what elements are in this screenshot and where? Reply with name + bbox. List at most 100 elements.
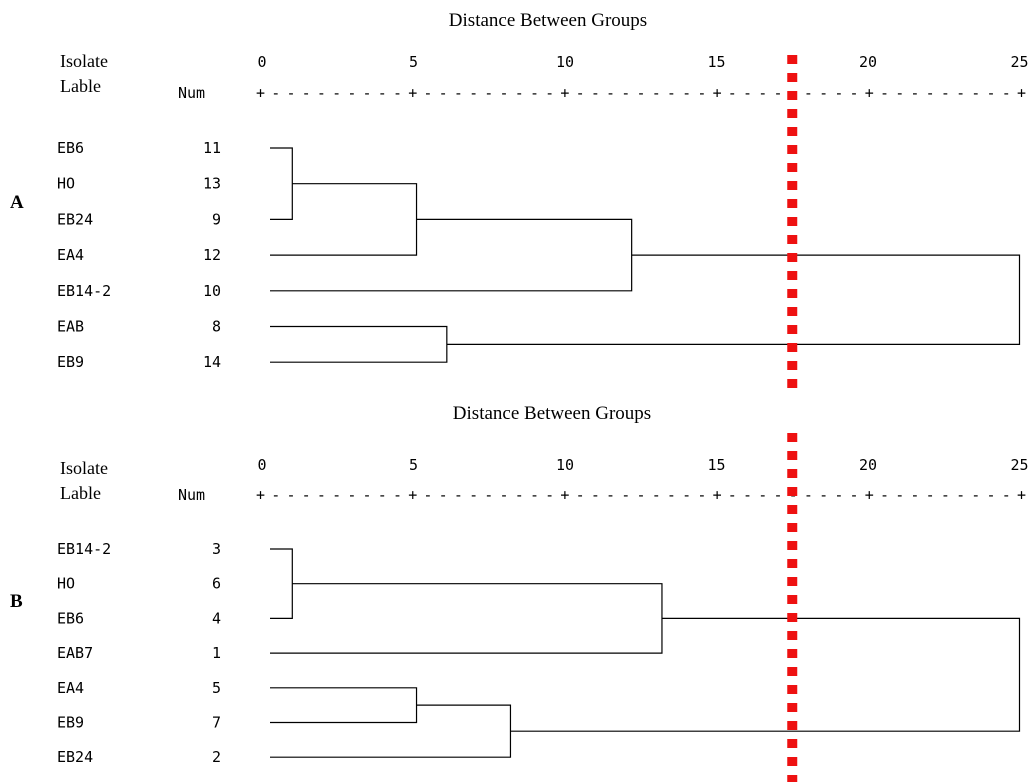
cutoff-dash — [787, 55, 798, 64]
cutoff-dash — [787, 757, 798, 766]
cutoff-dash — [787, 559, 798, 568]
leaf-label: EB14-2 — [57, 540, 111, 558]
cutoff-dash — [787, 649, 798, 658]
leaf-label: EB9 — [57, 714, 84, 732]
leaf-number: 13 — [203, 175, 221, 193]
cutoff-dash — [787, 343, 798, 352]
panel-b-scale-tick: 15 — [707, 456, 725, 474]
leaf-label: EAB7 — [57, 644, 93, 662]
cutoff-dash — [787, 703, 798, 712]
panel-a-tree — [270, 147, 1021, 363]
cutoff-dash — [787, 163, 798, 172]
leaf-label: EA4 — [57, 246, 84, 264]
panel-b-scale-tick: 5 — [409, 456, 418, 474]
panel-a-lable-header: Lable — [60, 76, 101, 96]
cutoff-dashed-line — [787, 55, 798, 782]
cutoff-dash — [787, 541, 798, 550]
cutoff-dash — [787, 235, 798, 244]
leaf-number: 8 — [212, 318, 221, 336]
cutoff-dash — [787, 613, 798, 622]
dendrogram-branch — [270, 325, 448, 363]
panel-b-scale-tick: 10 — [556, 456, 574, 474]
panel-a-scale-tick: 20 — [859, 53, 877, 71]
leaf-number: 12 — [203, 246, 221, 264]
dendrogram-branch — [270, 583, 663, 654]
cutoff-dash — [787, 361, 798, 370]
leaf-number: 2 — [212, 748, 221, 766]
cutoff-dash — [787, 199, 798, 208]
dendrogram-branch — [270, 147, 293, 220]
cutoff-dash — [787, 253, 798, 262]
leaf-number: 1 — [212, 644, 221, 662]
leaf-number: 10 — [203, 282, 221, 300]
panel-b-scale-tick: 20 — [859, 456, 877, 474]
panel-a-scale-tick: 5 — [409, 53, 418, 71]
leaf-label: EB9 — [57, 353, 84, 371]
cutoff-dash — [787, 685, 798, 694]
dendrogram-panel-a: Distance Between Groups Isolate Lable Nu… — [10, 10, 1029, 371]
cutoff-dash — [787, 451, 798, 460]
cutoff-dash — [787, 739, 798, 748]
panel-a-scale-tick: 10 — [556, 53, 574, 71]
panel-a-scale-tick: 25 — [1010, 53, 1028, 71]
cutoff-dash — [787, 289, 798, 298]
panel-b-title: Distance Between Groups — [453, 403, 651, 424]
leaf-label: EB24 — [57, 210, 93, 228]
panel-b-isolate-header: Isolate — [60, 458, 108, 478]
panel-b-scale-ticks: 0 5 10 15 20 25 — [257, 456, 1028, 474]
cutoff-dash — [787, 721, 798, 730]
cutoff-dash — [787, 667, 798, 676]
cutoff-dash — [787, 91, 798, 100]
cutoff-dash — [787, 433, 798, 442]
cutoff-dash — [787, 379, 798, 388]
cutoff-dash — [787, 577, 798, 586]
leaf-number: 7 — [212, 714, 221, 732]
dendrogram-panel-b: Distance Between Groups Isolate Lable Nu… — [10, 403, 1029, 766]
leaf-number: 3 — [212, 540, 221, 558]
panel-a-num-header: Num — [178, 84, 205, 102]
cutoff-dash — [787, 181, 798, 190]
dendrogram-branch — [510, 617, 1021, 732]
dendrogram-branch — [270, 687, 418, 724]
panel-b-scale-tick: 25 — [1010, 456, 1028, 474]
panel-a-scale-line: +---------+---------+---------+---------… — [256, 84, 1026, 102]
cutoff-dash — [787, 523, 798, 532]
dendrogram-branch — [270, 704, 512, 758]
cutoff-dash — [787, 487, 798, 496]
cutoff-dash — [787, 505, 798, 514]
leaf-label: EA4 — [57, 679, 84, 697]
leaf-label: EB24 — [57, 748, 93, 766]
panel-b-scale-tick: 0 — [257, 456, 266, 474]
cutoff-dash — [787, 307, 798, 316]
cutoff-dash — [787, 271, 798, 280]
panel-b-scale-line: +---------+---------+---------+---------… — [256, 486, 1026, 504]
cutoff-dash — [787, 469, 798, 478]
dendrogram-branch — [270, 548, 293, 619]
leaf-number: 14 — [203, 353, 221, 371]
cutoff-dash — [787, 127, 798, 136]
leaf-label: EAB — [57, 318, 84, 336]
panel-a-label: A — [10, 192, 24, 213]
cutoff-dash — [787, 145, 798, 154]
panel-a-title: Distance Between Groups — [449, 10, 647, 31]
panel-b-tree — [270, 548, 1021, 758]
leaf-number: 9 — [212, 210, 221, 228]
cutoff-dash — [787, 595, 798, 604]
panel-a-scale-tick: 0 — [257, 53, 266, 71]
panel-b-label: B — [10, 591, 23, 612]
leaf-label: HO — [57, 575, 75, 593]
leaf-number: 6 — [212, 575, 221, 593]
leaf-label: HO — [57, 175, 75, 193]
cutoff-dash — [787, 109, 798, 118]
cutoff-dash — [787, 217, 798, 226]
leaf-label: EB6 — [57, 609, 84, 627]
panel-b-lable-header: Lable — [60, 483, 101, 503]
panel-a-leaves: EB6 11 HO 13 EB24 9 EA4 12 EB14-2 10 EAB 8 EB9 14 — [57, 139, 221, 371]
panel-b-leaves: EB14-2 3 HO 6 EB6 4 EAB7 1 EA4 5 EB9 7 EB24 2 — [57, 540, 221, 766]
leaf-number: 11 — [203, 139, 221, 157]
cutoff-dash — [787, 631, 798, 640]
cutoff-dash — [787, 775, 798, 782]
leaf-number: 5 — [212, 679, 221, 697]
panel-b-num-header: Num — [178, 486, 205, 504]
